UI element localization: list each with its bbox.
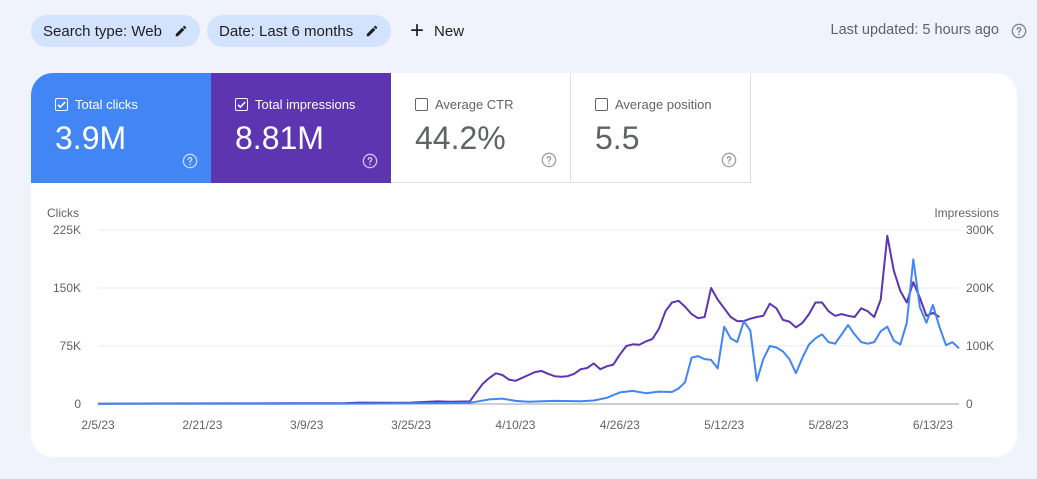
series-line-impressions [97, 234, 940, 405]
chart-ticks: 0 0 75K 100K 150K 200K 225K 300K 2/5/23 2/21/23 3/… [53, 223, 994, 432]
plus-icon: + [410, 17, 425, 44]
pencil-icon [367, 25, 378, 37]
right-tick-label: 100K [966, 339, 994, 353]
x-tick-label: 5/12/23 [704, 418, 744, 432]
checkbox-checked-icon[interactable] [55, 98, 68, 111]
help-icon[interactable] [721, 152, 737, 168]
metric-label: Average CTR [435, 97, 514, 112]
date-chip[interactable]: Date: Last 6 months [207, 15, 392, 47]
x-tick-label: 5/28/23 [809, 418, 849, 432]
checkbox-unchecked-icon[interactable] [415, 98, 428, 111]
x-tick-label: 2/21/23 [182, 418, 222, 432]
help-icon[interactable] [541, 152, 557, 168]
x-tick-label: 4/10/23 [495, 418, 535, 432]
search-type-chip[interactable]: Search type: Web [31, 15, 200, 47]
right-axis-title: Impressions [934, 206, 999, 220]
performance-chart[interactable]: Clicks Impressions 0 0 75K 100K 150K 200K 225K… [31, 183, 1017, 457]
metric-value: 5.5 [595, 120, 640, 156]
chart-lines [97, 234, 960, 405]
metric-label: Total clicks [75, 97, 138, 112]
x-tick-label: 6/13/23 [913, 418, 953, 432]
new-filter-label: New [434, 22, 465, 40]
search-type-label: Search type: Web [43, 22, 162, 40]
checkbox-unchecked-icon[interactable] [595, 98, 608, 111]
left-tick-label: 150K [53, 281, 81, 295]
metric-value: 8.81M [235, 120, 324, 156]
x-tick-label: 2/5/23 [81, 418, 115, 432]
metric-total-clicks[interactable]: Total clicks 3.9M [31, 73, 211, 183]
left-tick-label: 0 [74, 397, 81, 411]
metric-value: 3.9M [55, 120, 127, 156]
x-tick-label: 3/9/23 [290, 418, 324, 432]
checkbox-checked-icon[interactable] [235, 98, 248, 111]
help-icon[interactable] [1011, 23, 1027, 39]
metric-total-impressions[interactable]: Total impressions 8.81M [211, 73, 391, 183]
metric-label: Average position [615, 97, 712, 112]
last-updated-text: Last updated: 5 hours ago [830, 22, 1000, 38]
metric-average-ctr[interactable]: Average CTR 44.2% [391, 73, 571, 183]
right-tick-label: 0 [966, 397, 973, 411]
pencil-icon [175, 25, 187, 37]
right-tick-label: 300K [966, 223, 994, 237]
x-tick-label: 3/25/23 [391, 418, 431, 432]
help-icon[interactable] [362, 153, 378, 169]
performance-card: Total clicks 3.9M Total impressions 8.81… [31, 73, 1017, 457]
metric-label: Total impressions [255, 97, 356, 112]
left-tick-label: 225K [53, 223, 81, 237]
new-filter-button[interactable]: + New [404, 15, 470, 47]
left-tick-label: 75K [60, 339, 81, 353]
series-line-clicks [98, 258, 960, 405]
help-icon[interactable] [182, 153, 198, 169]
date-label: Date: Last 6 months [219, 22, 354, 40]
metric-average-position[interactable]: Average position 5.5 [571, 73, 751, 183]
x-tick-label: 4/26/23 [600, 418, 640, 432]
left-axis-title: Clicks [47, 206, 79, 220]
filter-bar: Search type: Web Date: Last 6 months + N… [0, 0, 1037, 62]
right-tick-label: 200K [966, 281, 994, 295]
metric-value: 44.2% [415, 120, 506, 156]
chart-grid [98, 229, 959, 405]
